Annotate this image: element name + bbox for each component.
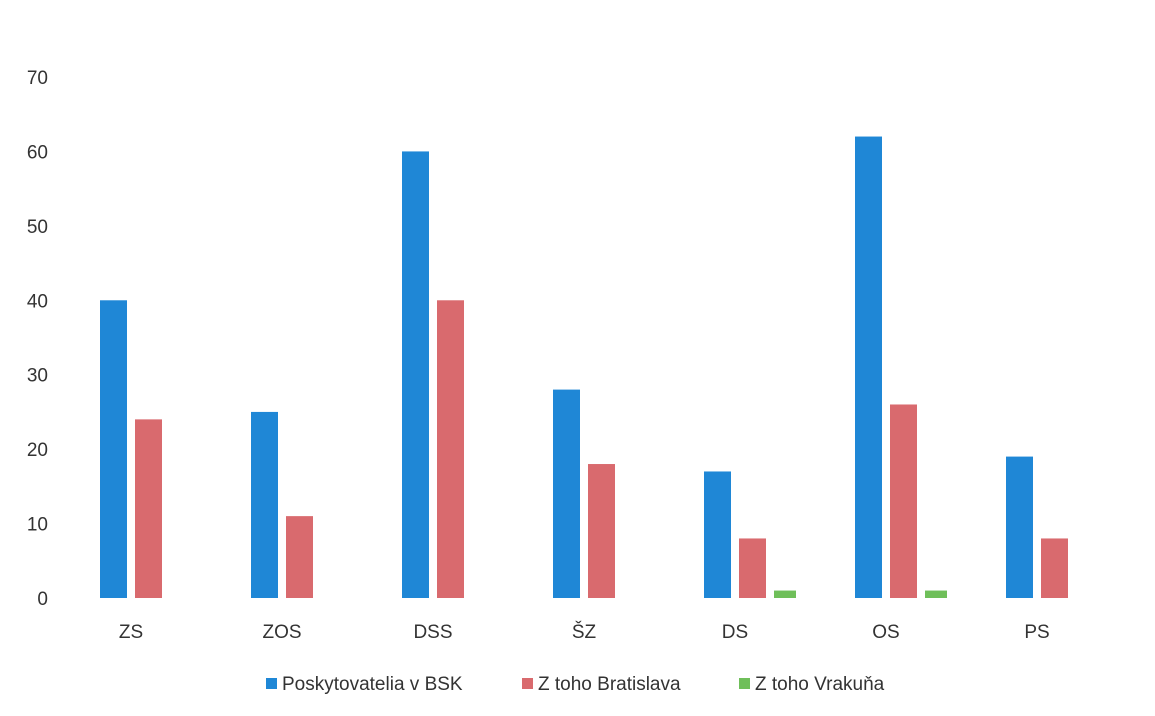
y-tick-label: 20	[27, 440, 48, 461]
y-tick-label: 50	[27, 217, 48, 238]
bar-poskytovatelia-v-bsk-zos	[251, 411, 278, 598]
bar-z-toho-bratislava-os	[890, 404, 917, 598]
y-tick-label: 40	[27, 291, 48, 312]
x-category-label: DS	[722, 622, 748, 643]
legend-swatch	[739, 678, 750, 689]
x-axis: ZS ZOS DSS ŠZ DS OS PS	[119, 621, 1050, 643]
x-category-label: OS	[872, 622, 899, 643]
bar-z-toho-bratislava-ps	[1041, 538, 1068, 598]
legend: Poskytovatelia v BSK Z toho Bratislava Z t…	[266, 674, 885, 695]
legend-label: Z toho Bratislava	[538, 674, 681, 695]
y-tick-label: 70	[27, 68, 48, 89]
x-category-label: DSS	[413, 622, 452, 643]
bar-z-toho-bratislava-zos	[286, 516, 313, 598]
bar-poskytovatelia-v-bsk-šz	[553, 389, 580, 598]
bar-z-toho-vrakuňa-ds	[774, 590, 796, 598]
x-category-label: ZOS	[262, 622, 301, 643]
legend-item: Z toho Vrakuňa	[739, 674, 885, 695]
bar-z-toho-bratislava-šz	[588, 464, 615, 598]
x-category-label: ZS	[119, 622, 143, 643]
bar-poskytovatelia-v-bsk-dss	[402, 151, 429, 598]
y-tick-label: 30	[27, 366, 48, 387]
y-tick-label: 0	[37, 589, 48, 610]
bar-z-toho-bratislava-zs	[135, 419, 162, 598]
legend-label: Poskytovatelia v BSK	[282, 674, 463, 695]
legend-swatch	[522, 678, 533, 689]
legend-label: Z toho Vrakuňa	[755, 674, 885, 695]
bar-poskytovatelia-v-bsk-ds	[704, 471, 731, 598]
x-category-label: PS	[1024, 622, 1049, 643]
x-category-label: ŠZ	[572, 621, 597, 643]
bars	[100, 136, 1068, 599]
legend-item: Poskytovatelia v BSK	[266, 674, 463, 695]
bar-poskytovatelia-v-bsk-os	[855, 136, 882, 599]
y-axis: 0 10 20 30 40 50 60 70	[27, 68, 48, 610]
bar-z-toho-bratislava-dss	[437, 300, 464, 598]
bar-poskytovatelia-v-bsk-ps	[1006, 456, 1033, 598]
bar-z-toho-bratislava-ds	[739, 538, 766, 598]
bar-poskytovatelia-v-bsk-zs	[100, 300, 127, 598]
y-tick-label: 60	[27, 142, 48, 163]
legend-item: Z toho Bratislava	[522, 674, 681, 695]
y-tick-label: 10	[27, 515, 48, 536]
legend-swatch	[266, 678, 277, 689]
bar-z-toho-vrakuňa-os	[925, 590, 947, 598]
